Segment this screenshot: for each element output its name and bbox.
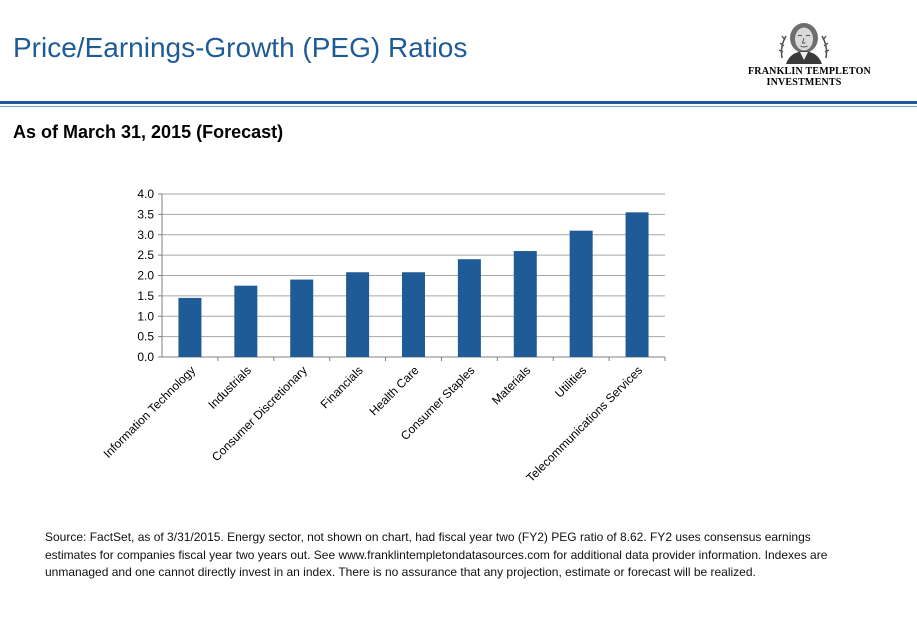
y-tick-label: 0.5 — [137, 330, 154, 344]
y-tick-label: 3.5 — [137, 207, 154, 221]
bar-consumer-staples — [457, 259, 481, 357]
y-tick-label: 3.0 — [137, 228, 154, 242]
x-category-label: Information Technology — [101, 363, 198, 460]
bar-health-care — [402, 272, 425, 357]
x-category-label: Health Care — [366, 363, 421, 418]
peg-ratio-bar-chart: 0.0 0.5 1.0 1.5 2.0 2.5 3.0 3.5 4.0 Information T… — [101, 187, 666, 485]
page-title: Price/Earnings-Growth (PEG) Ratios — [13, 32, 468, 63]
y-tick-label: 1.0 — [137, 309, 154, 323]
brand-logo: FRANKLIN TEMPLETON INVESTMENTS — [748, 18, 871, 92]
bar-consumer-discretionary — [290, 279, 314, 357]
y-tick-label: 0.0 — [137, 350, 154, 364]
header-rule — [0, 101, 917, 104]
x-category-label: Utilities — [552, 363, 589, 400]
x-category-label: Consumer Discretionary — [209, 363, 310, 464]
x-category-label: Telecommunications Services — [524, 363, 646, 485]
bar-industrials — [234, 285, 258, 357]
x-category-label: Industrials — [205, 363, 254, 412]
bar-telecommunications-services — [625, 212, 649, 357]
header-rule-thin — [0, 106, 917, 107]
franklin-portrait-icon — [778, 23, 830, 64]
x-category-label: Financials — [318, 363, 366, 411]
logo-text-line2: INVESTMENTS — [766, 77, 842, 88]
bar-information-technology — [178, 297, 202, 357]
y-tick-label: 2.0 — [137, 269, 154, 283]
y-tick-label: 1.5 — [137, 289, 154, 303]
bar-materials — [513, 251, 537, 357]
chart-subtitle: As of March 31, 2015 (Forecast) — [13, 122, 284, 142]
y-tick-label: 2.5 — [137, 248, 154, 262]
bar-financials — [346, 272, 370, 357]
source-note: Source: FactSet, as of 3/31/2015. Energy… — [45, 530, 828, 579]
y-tick-label: 4.0 — [137, 187, 154, 201]
bar-utilities — [569, 230, 593, 357]
x-category-label: Materials — [489, 363, 533, 407]
logo-text-line1: FRANKLIN TEMPLETON — [748, 66, 871, 77]
